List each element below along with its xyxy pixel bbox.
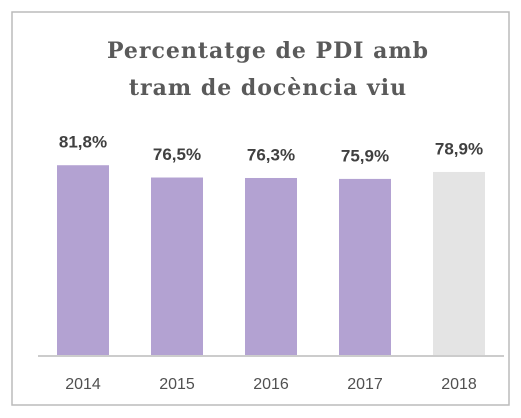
bar bbox=[433, 171, 485, 355]
data-label: 76,3% bbox=[247, 145, 295, 164]
data-label: 81,8% bbox=[59, 133, 107, 152]
x-tick-label: 2016 bbox=[253, 376, 289, 393]
data-label: 78,9% bbox=[435, 139, 483, 158]
data-label: 75,9% bbox=[341, 146, 389, 165]
x-tick-label: 2014 bbox=[65, 376, 101, 393]
chart-title: tram de docència viu bbox=[129, 75, 407, 101]
bar bbox=[151, 177, 203, 355]
bar bbox=[245, 177, 297, 355]
chart-title: Percentatge de PDI amb bbox=[107, 38, 429, 64]
x-tick-label: 2015 bbox=[159, 376, 195, 393]
bar bbox=[339, 178, 391, 355]
x-tick-label: 2018 bbox=[441, 376, 477, 393]
data-label: 76,5% bbox=[153, 145, 201, 164]
x-tick-label: 2017 bbox=[347, 376, 383, 393]
bar bbox=[57, 165, 109, 355]
